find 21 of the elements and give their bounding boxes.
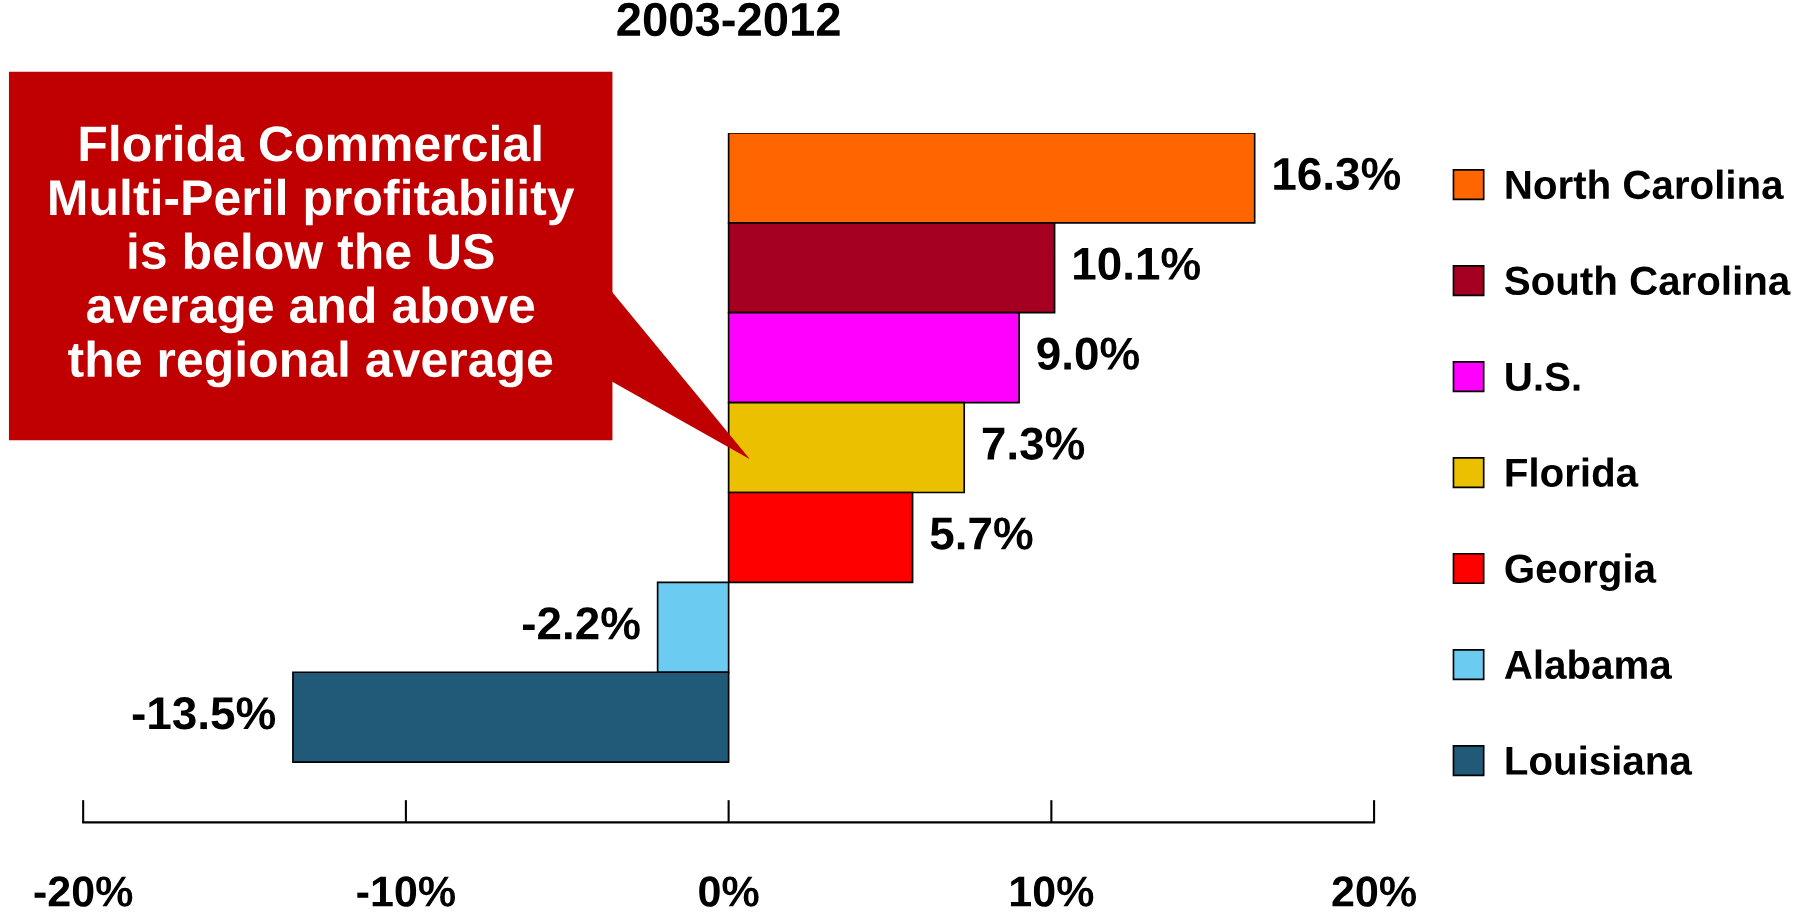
data-label: 9.0%	[1037, 337, 1140, 370]
legend-label: Louisiana	[1506, 745, 1693, 776]
legend-label: North Carolina	[1506, 169, 1784, 200]
data-label: 16.3%	[1274, 157, 1401, 191]
x-tick-label: -20%	[34, 876, 133, 907]
data-label: 5.7%	[930, 517, 1033, 550]
x-tick-label: 10%	[1010, 876, 1094, 907]
legend-label: South Carolina	[1504, 265, 1791, 296]
data-label: 7.3%	[982, 427, 1085, 460]
legend-label: Georgia	[1505, 553, 1657, 592]
legend-label: U.S.	[1506, 362, 1580, 392]
legend-label: Florida	[1506, 457, 1639, 487]
chart-title: 2003-2012	[617, 2, 840, 37]
data-label: -13.5%	[132, 697, 276, 730]
x-tick-label: 20%	[1332, 876, 1417, 907]
x-tick-label: -10%	[357, 876, 456, 907]
legend-label: Alabama	[1504, 649, 1672, 680]
annotation: Florida Commercial Multi-Peril profitability is below the US average and above the regional average	[50, 124, 575, 388]
data-label: 10.1%	[1074, 247, 1200, 281]
x-tick-label: 0%	[699, 876, 759, 907]
data-label: -2.2%	[523, 607, 640, 640]
